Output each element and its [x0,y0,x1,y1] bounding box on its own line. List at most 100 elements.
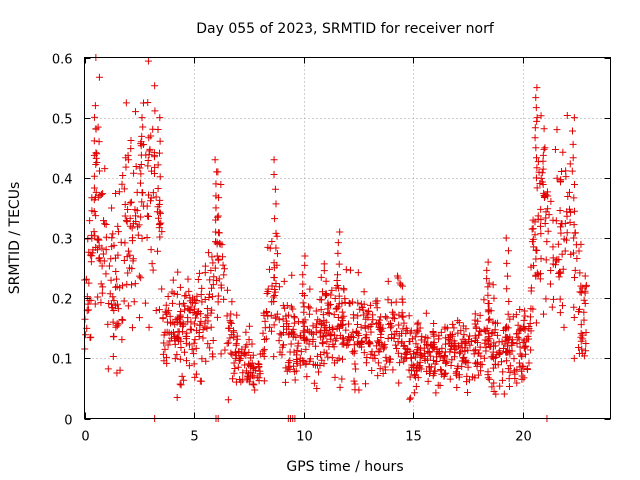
data-point [514,321,522,329]
data-point [271,291,279,299]
data-point [304,303,312,311]
data-point [128,281,135,289]
data-point [525,359,533,367]
data-point [411,389,419,397]
data-point [95,167,103,175]
data-point [220,295,228,303]
data-point [483,275,491,283]
data-point [327,291,335,299]
data-point [114,228,122,236]
data-point [557,223,565,231]
data-point [577,240,585,248]
data-point [375,316,383,324]
x-tick-label: 10 [296,430,313,445]
data-point [234,363,242,371]
data-point [568,167,576,175]
data-point [315,368,322,376]
data-point [197,317,205,325]
data-point [90,137,98,145]
data-point [532,246,540,254]
data-point [137,274,145,282]
data-point [126,199,134,207]
data-point [413,348,421,356]
y-tick-label: 0.6 [52,53,73,68]
data-point [181,292,189,300]
data-point [299,289,307,297]
data-point [363,333,371,341]
data-point [134,223,142,231]
data-point [163,359,171,367]
data-point [371,351,379,359]
data-point [346,266,354,274]
data-point [582,328,590,336]
data-point [161,308,169,316]
data-point [154,214,162,222]
data-point [556,295,564,303]
data-point [115,188,123,196]
data-point [414,319,422,327]
data-point [248,340,256,348]
data-point [261,336,269,344]
data-point [173,394,181,402]
data-point [384,277,392,285]
data-point [201,296,209,304]
data-point [466,376,474,384]
data-point [177,343,185,351]
data-point [101,165,109,173]
data-point [128,237,136,245]
data-point [152,306,160,314]
data-point [176,283,184,291]
data-point [582,283,590,291]
data-point [470,347,478,355]
data-point [191,314,199,322]
data-point [186,325,194,333]
data-point [531,231,539,239]
data-point [187,326,195,334]
data-point [169,328,177,336]
data-point [410,371,418,379]
data-point [120,256,128,264]
data-point [90,228,98,236]
data-point [368,366,376,374]
data-point [456,349,464,357]
data-point [318,339,326,347]
data-point [429,356,437,364]
data-point [211,264,219,272]
data-point [152,193,160,201]
data-point [208,293,216,301]
data-point [546,280,554,288]
data-point [541,144,549,152]
data-point [112,190,120,198]
data-point [540,125,548,133]
data-point [285,311,293,319]
data-point [148,260,156,268]
data-point [156,149,164,157]
data-point [264,285,272,293]
data-point [484,283,492,291]
data-point [214,298,222,306]
data-point [539,181,547,189]
data-point [286,348,294,356]
data-point [183,329,191,337]
data-point [384,334,392,342]
data-point [494,361,502,369]
data-point [441,370,449,378]
data-point [335,354,343,362]
data-point [575,350,583,358]
data-point [215,229,223,237]
data-point [412,340,420,348]
data-point [372,342,380,350]
data-point [532,174,540,182]
data-point [340,335,348,343]
data-point [219,261,227,269]
data-point [189,309,197,317]
data-point [279,302,287,310]
data-point [570,221,578,229]
data-point [85,279,93,287]
data-point [527,346,535,354]
data-point [245,378,253,386]
data-point [264,312,272,320]
data-point [306,285,314,293]
data-point [110,333,118,341]
data-point [418,351,426,359]
